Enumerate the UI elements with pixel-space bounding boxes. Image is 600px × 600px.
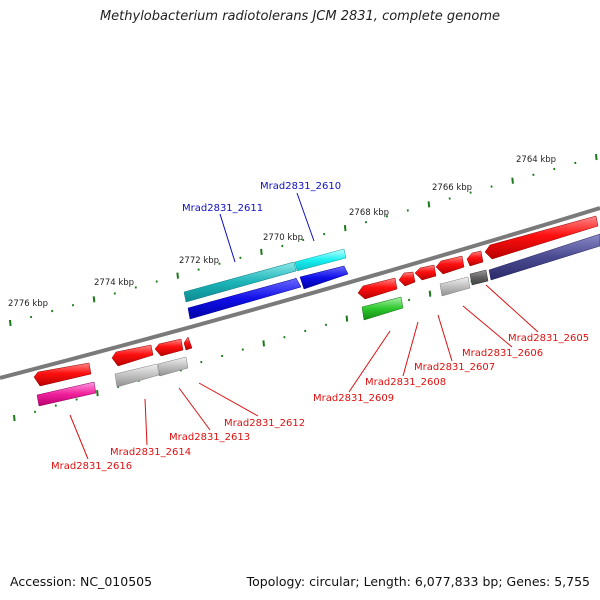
leader-line-2611 bbox=[219, 213, 236, 263]
gene-Mrad2831_2608[interactable] bbox=[398, 264, 437, 287]
gene-Mrad2831_2614[interactable] bbox=[111, 344, 160, 388]
gene-label-2605[interactable]: Mrad2831_2605 bbox=[508, 333, 589, 344]
gene-Mrad2831_2613[interactable] bbox=[154, 338, 189, 377]
gene-label-2609[interactable]: Mrad2831_2609 bbox=[313, 393, 394, 404]
leader-line-2614 bbox=[144, 398, 148, 446]
genome-backbone bbox=[0, 206, 600, 380]
gene-Mrad2831_2611-cds[interactable] bbox=[187, 277, 302, 320]
leader-line-2606 bbox=[462, 305, 513, 348]
gene-label-2613[interactable]: Mrad2831_2613 bbox=[169, 432, 250, 443]
scale-major-tick bbox=[260, 248, 263, 255]
leader-line-2607 bbox=[437, 314, 453, 362]
gene-label-2616[interactable]: Mrad2831_2616 bbox=[51, 461, 132, 472]
scale-major-tick bbox=[176, 272, 179, 279]
scale-major-tick bbox=[345, 315, 349, 322]
gene-label-2610[interactable]: Mrad2831_2610 bbox=[260, 181, 341, 192]
leader-line-2616 bbox=[69, 414, 89, 460]
scale-major-tick bbox=[428, 290, 432, 297]
gene-Mrad2831_2616[interactable] bbox=[33, 362, 97, 407]
leader-line-2613 bbox=[178, 387, 211, 431]
scale-major-tick bbox=[427, 201, 431, 208]
gene-label-2614[interactable]: Mrad2831_2614 bbox=[110, 447, 191, 458]
scale-major-tick bbox=[13, 414, 16, 422]
scale-label-2772: 2772 kbp bbox=[179, 256, 219, 266]
gene-Mrad2831_2610[interactable] bbox=[294, 248, 347, 272]
leader-line-2612 bbox=[198, 382, 259, 417]
scale-label-2764: 2764 kbp bbox=[516, 155, 556, 165]
scale-major-tick bbox=[92, 296, 96, 303]
leader-line-2608 bbox=[402, 321, 419, 377]
scale-major-tick bbox=[595, 153, 598, 161]
gene-Mrad2831_2611[interactable] bbox=[183, 261, 297, 303]
gene-label-2612[interactable]: Mrad2831_2612 bbox=[224, 418, 305, 429]
gene-label-2607[interactable]: Mrad2831_2607 bbox=[414, 362, 495, 373]
genome-title: Methylobacterium radiotolerans JCM 2831,… bbox=[99, 9, 501, 24]
gene-Mrad2831_2612[interactable] bbox=[183, 336, 193, 351]
gene-Mrad2831_2607[interactable] bbox=[435, 255, 471, 297]
scale-major-tick bbox=[262, 340, 265, 347]
scale-major-tick bbox=[511, 177, 514, 184]
scale-major-tick bbox=[343, 225, 347, 232]
scale-label-2770: 2770 kbp bbox=[263, 233, 303, 243]
gene-Mrad2831_2609[interactable] bbox=[357, 277, 404, 321]
gene-Mrad2831_2605[interactable] bbox=[484, 215, 600, 281]
leader-line-2609 bbox=[348, 330, 391, 393]
gene-label-2608[interactable]: Mrad2831_2608 bbox=[365, 377, 446, 388]
gene-Mrad2831_2610-cds[interactable] bbox=[299, 265, 349, 290]
gene-label-2611[interactable]: Mrad2831_2611 bbox=[182, 203, 263, 214]
scale-label-2768: 2768 kbp bbox=[349, 208, 389, 218]
leader-line-2605 bbox=[485, 284, 539, 333]
gene-label-2606[interactable]: Mrad2831_2606 bbox=[462, 348, 543, 359]
leader-line-2610 bbox=[296, 192, 315, 242]
scale-label-2766: 2766 kbp bbox=[432, 183, 472, 193]
gene-Mrad2831_2606[interactable] bbox=[466, 250, 489, 286]
genome-summary-text: Topology: circular; Length: 6,077,833 bp… bbox=[246, 574, 590, 589]
scale-major-tick bbox=[9, 319, 12, 327]
accession-text: Accession: NC_010505 bbox=[10, 574, 153, 589]
scale-label-2774: 2774 kbp bbox=[94, 278, 134, 288]
scale-label-2776: 2776 kbp bbox=[8, 299, 48, 309]
scale-ticks-upper bbox=[9, 153, 598, 327]
scale-major-tick bbox=[96, 390, 99, 397]
